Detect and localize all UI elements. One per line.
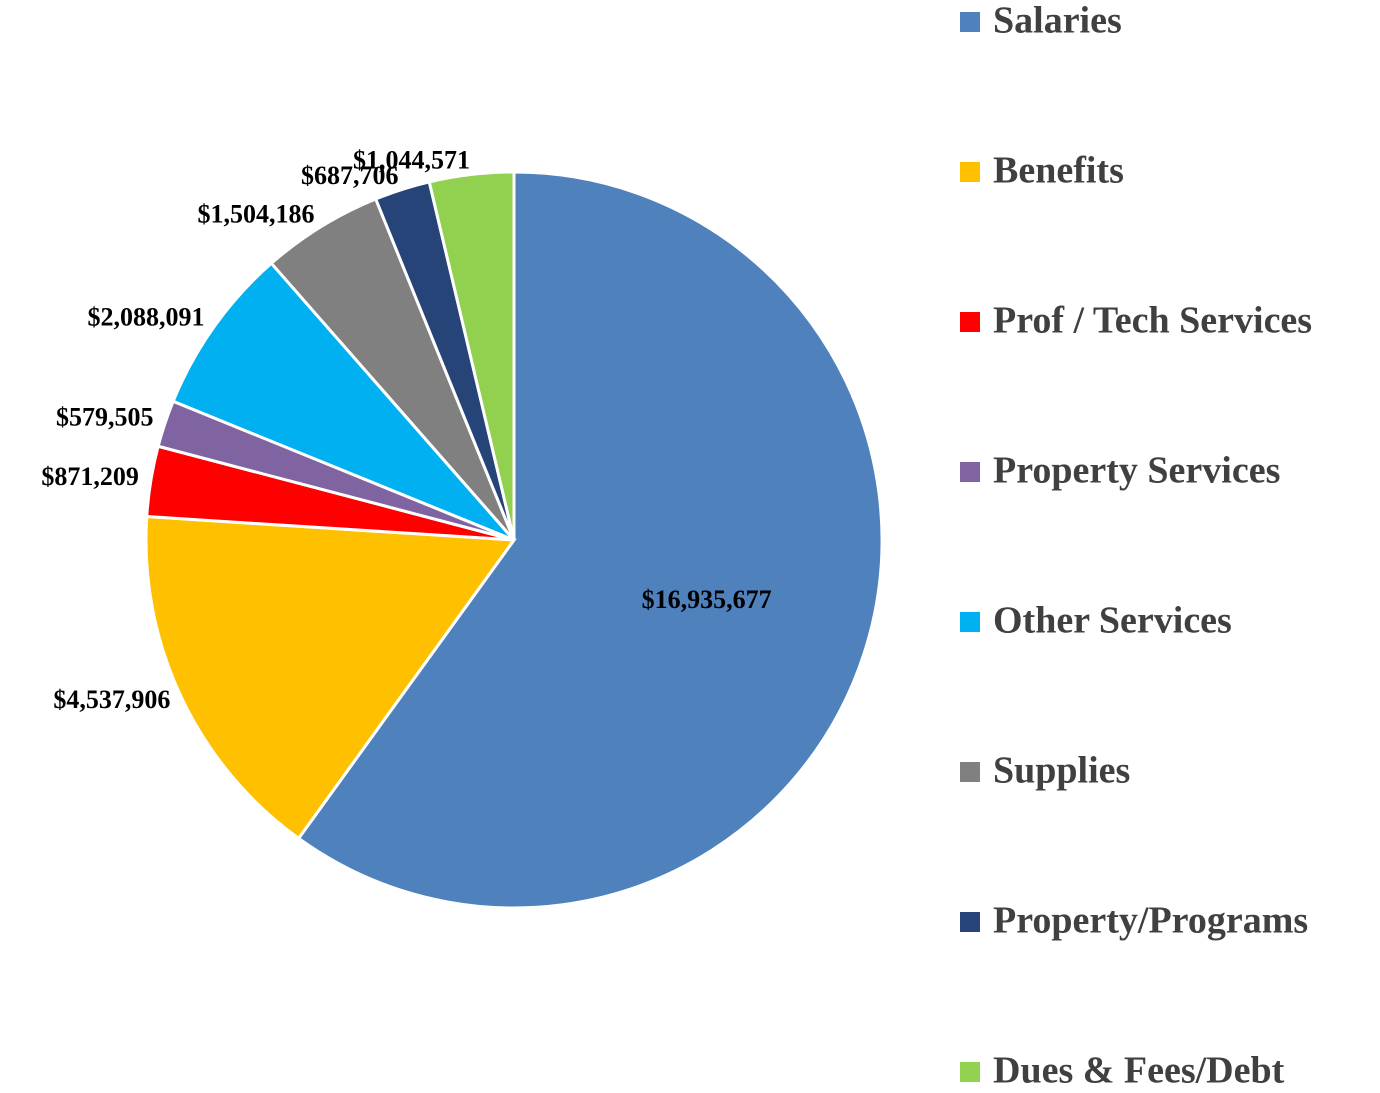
- legend-swatch: [960, 612, 980, 632]
- data-label: $1,504,186: [198, 200, 315, 229]
- legend-label: Property/Programs: [993, 900, 1308, 942]
- data-label: $16,935,677: [642, 585, 772, 614]
- data-label: $1,044,571: [353, 146, 470, 175]
- data-label: $4,537,906: [53, 685, 170, 714]
- legend-label: Property Services: [993, 450, 1280, 492]
- pie-slice: [171, 261, 516, 542]
- legend-label: Prof / Tech Services: [993, 300, 1312, 342]
- legend-swatch: [960, 162, 980, 182]
- legend-swatch: [960, 1062, 980, 1082]
- data-label: $579,505: [56, 403, 154, 432]
- pie-slice: [296, 170, 884, 910]
- legend-label: Supplies: [993, 750, 1130, 792]
- legend-swatch: [960, 462, 980, 482]
- data-label: $687,706: [301, 161, 399, 190]
- legend-label: Other Services: [993, 600, 1232, 642]
- legend-label: Salaries: [993, 0, 1122, 42]
- legend-label: Dues & Fees/Debt: [993, 1050, 1285, 1092]
- data-label: $2,088,091: [87, 303, 204, 332]
- legend-swatch: [960, 12, 980, 32]
- legend-label: Benefits: [993, 150, 1124, 192]
- legend-swatch: [960, 912, 980, 932]
- legend-swatch: [960, 312, 980, 332]
- pie-slice: [144, 514, 517, 841]
- data-label: $871,209: [41, 462, 139, 491]
- legend-swatch: [960, 762, 980, 782]
- pie-slice: [427, 170, 516, 541]
